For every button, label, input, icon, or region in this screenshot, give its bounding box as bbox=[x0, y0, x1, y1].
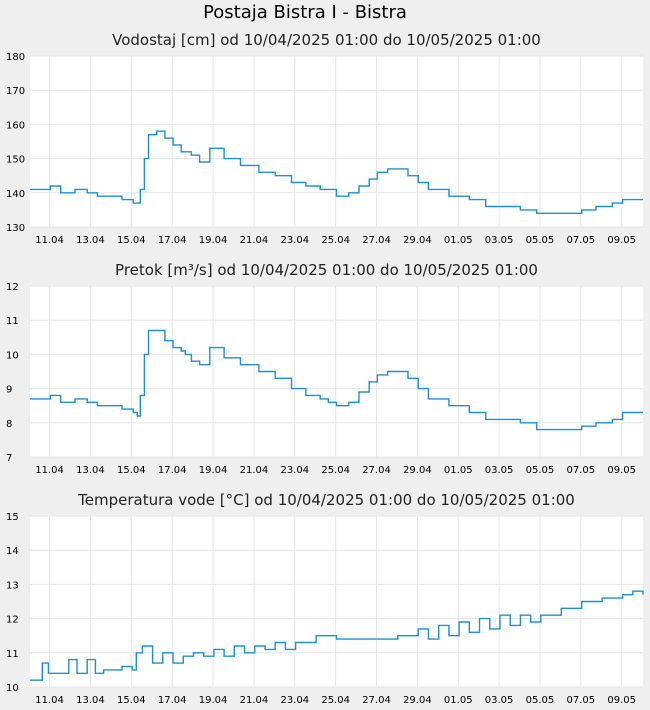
x-tick-label: 07.05 bbox=[567, 235, 596, 246]
x-tick-label: 15.04 bbox=[117, 465, 146, 476]
x-tick-label: 09.05 bbox=[607, 465, 636, 476]
x-tick-label: 11.04 bbox=[35, 465, 64, 476]
chart-title: Pretok [m³/s] od 10/04/2025 01:00 do 10/… bbox=[115, 261, 538, 279]
y-tick-label: 13 bbox=[6, 580, 19, 591]
x-tick-label: 07.05 bbox=[567, 695, 596, 706]
x-tick-label: 15.04 bbox=[117, 235, 146, 246]
x-tick-label: 03.05 bbox=[485, 235, 514, 246]
chart-title: Vodostaj [cm] od 10/04/2025 01:00 do 10/… bbox=[112, 31, 541, 49]
y-tick-label: 11 bbox=[6, 649, 19, 660]
y-tick-label: 12 bbox=[6, 282, 19, 293]
chart-title: Temperatura vode [°C] od 10/04/2025 01:0… bbox=[77, 491, 575, 509]
x-tick-label: 27.04 bbox=[362, 695, 391, 706]
x-tick-label: 19.04 bbox=[199, 235, 228, 246]
y-tick-label: 7 bbox=[6, 453, 12, 464]
x-tick-label: 01.05 bbox=[444, 695, 473, 706]
x-tick-label: 25.04 bbox=[321, 235, 350, 246]
y-tick-label: 15 bbox=[6, 512, 19, 523]
x-tick-label: 23.04 bbox=[280, 465, 309, 476]
x-tick-label: 07.05 bbox=[567, 465, 596, 476]
x-tick-label: 13.04 bbox=[76, 465, 105, 476]
plot-area bbox=[30, 56, 643, 227]
x-tick-label: 25.04 bbox=[321, 695, 350, 706]
x-tick-label: 17.04 bbox=[158, 695, 187, 706]
y-tick-label: 8 bbox=[6, 419, 12, 430]
x-tick-label: 25.04 bbox=[321, 465, 350, 476]
x-tick-label: 21.04 bbox=[240, 235, 269, 246]
y-tick-label: 9 bbox=[6, 385, 12, 396]
x-tick-label: 29.04 bbox=[403, 695, 432, 706]
x-tick-label: 15.04 bbox=[117, 695, 146, 706]
x-tick-label: 13.04 bbox=[76, 695, 105, 706]
y-tick-label: 170 bbox=[6, 86, 25, 97]
page-title: Postaja Bistra I - Bistra bbox=[203, 2, 407, 23]
x-tick-label: 19.04 bbox=[199, 695, 228, 706]
x-tick-label: 09.05 bbox=[607, 695, 636, 706]
x-tick-label: 23.04 bbox=[280, 235, 309, 246]
x-tick-label: 29.04 bbox=[403, 235, 432, 246]
y-tick-label: 10 bbox=[6, 683, 19, 694]
series-line bbox=[30, 329, 643, 431]
x-tick-label: 03.05 bbox=[485, 695, 514, 706]
x-tick-label: 05.05 bbox=[526, 695, 555, 706]
x-tick-label: 11.04 bbox=[35, 695, 64, 706]
plot-area bbox=[30, 286, 643, 457]
x-tick-label: 19.04 bbox=[199, 465, 228, 476]
y-tick-label: 14 bbox=[6, 546, 19, 557]
y-tick-label: 150 bbox=[6, 155, 25, 166]
series-line bbox=[30, 590, 644, 681]
x-tick-label: 03.05 bbox=[485, 465, 514, 476]
y-tick-label: 12 bbox=[6, 615, 19, 626]
y-tick-label: 130 bbox=[6, 223, 25, 234]
y-tick-label: 180 bbox=[6, 52, 25, 63]
series-line bbox=[30, 130, 643, 214]
x-tick-label: 01.05 bbox=[444, 235, 473, 246]
x-tick-label: 01.05 bbox=[444, 465, 473, 476]
x-tick-label: 17.04 bbox=[158, 235, 187, 246]
y-tick-label: 160 bbox=[6, 120, 25, 131]
y-tick-label: 10 bbox=[6, 350, 19, 361]
plot-area bbox=[30, 516, 643, 687]
x-tick-label: 17.04 bbox=[158, 465, 187, 476]
x-tick-label: 21.04 bbox=[240, 465, 269, 476]
x-tick-label: 23.04 bbox=[280, 695, 309, 706]
x-tick-label: 09.05 bbox=[607, 235, 636, 246]
y-tick-label: 11 bbox=[6, 316, 19, 327]
x-tick-label: 05.05 bbox=[526, 235, 555, 246]
x-tick-label: 27.04 bbox=[362, 465, 391, 476]
x-tick-label: 05.05 bbox=[526, 465, 555, 476]
y-tick-label: 140 bbox=[6, 189, 25, 200]
x-tick-label: 29.04 bbox=[403, 465, 432, 476]
x-tick-label: 27.04 bbox=[362, 235, 391, 246]
x-tick-label: 21.04 bbox=[240, 695, 269, 706]
x-tick-label: 11.04 bbox=[35, 235, 64, 246]
x-tick-label: 13.04 bbox=[76, 235, 105, 246]
